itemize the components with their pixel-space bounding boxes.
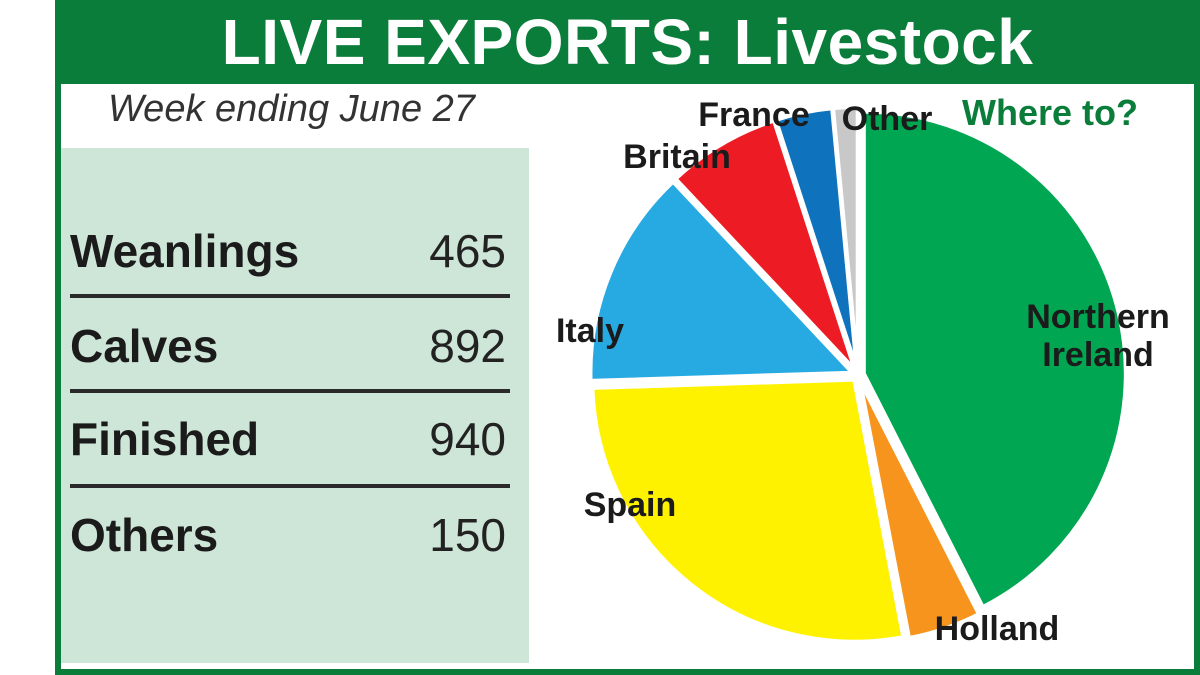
pie-slice-spain [590,377,906,644]
row-value: 940 [429,413,506,465]
row-value: 465 [429,225,506,277]
title-bar: LIVE EXPORTS: Livestock [55,0,1200,84]
pie-slice-holland [857,379,982,641]
stats-panel [61,148,529,663]
row-label: Finished [70,413,260,465]
slice-label: France [698,96,810,134]
chart-title: Where to? [962,92,1138,133]
week-ending-label: Week ending June 27 [108,88,475,130]
row-value: 892 [429,320,506,372]
pie-slice-other [830,105,860,370]
row-value: 150 [429,509,506,561]
table-row: Others 150 [70,506,510,564]
slice-label: Other [842,100,933,138]
slice-label: Britain [623,138,731,176]
row-label: Calves [70,320,219,372]
table-row: Weanlings 465 [70,222,510,280]
slice-label: Holland [935,610,1060,648]
row-divider [70,484,510,488]
slice-label: Spain [584,486,677,524]
row-divider [70,294,510,298]
table-row: Finished 940 [70,410,510,468]
pie-slice-britain [672,118,857,372]
pie-slice-northern-ireland [861,109,1128,610]
slice-label: Italy [556,312,624,350]
page-title: LIVE EXPORTS: Livestock [221,6,1034,78]
row-label: Others [70,509,219,561]
pie-slice-italy [588,178,857,383]
row-divider [70,389,510,393]
row-label: Weanlings [70,225,300,277]
slice-label: Northern Ireland [1026,298,1170,374]
table-row: Calves 892 [70,317,510,375]
